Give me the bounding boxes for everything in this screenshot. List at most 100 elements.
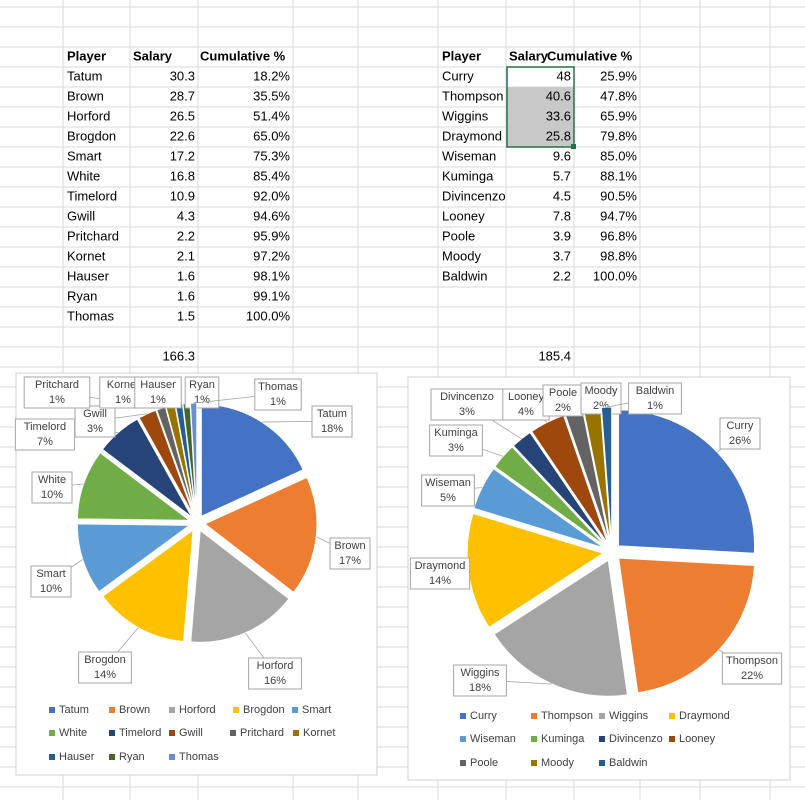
data-label-name: White: [38, 474, 66, 486]
pie-slice: [190, 529, 290, 643]
data-label-box: [502, 388, 550, 421]
data-label-name: Baldwin: [636, 385, 675, 397]
legend-swatch: [49, 707, 55, 713]
pie-slice: [600, 406, 613, 544]
legend-swatch: [49, 754, 55, 760]
cell: 88.1%: [600, 168, 637, 183]
cell: 10.9: [170, 188, 195, 203]
legend-label: Wiggins: [609, 710, 649, 722]
column-header: Salary: [133, 48, 173, 63]
cell: Looney: [442, 208, 485, 223]
legend-swatch: [460, 736, 466, 742]
cell: Draymond: [442, 128, 502, 143]
data-label-value: 1%: [647, 400, 663, 412]
data-label-box: [329, 537, 371, 570]
cell: Wiggins: [442, 108, 489, 123]
cell: 22.6: [170, 128, 195, 143]
legend-swatch: [169, 707, 175, 713]
cell: Horford: [67, 108, 110, 123]
data-label-box: [453, 664, 507, 697]
legend-label: Hauser: [59, 751, 95, 763]
total-cell: 166.3: [162, 348, 195, 363]
cell: 7.8: [553, 208, 571, 223]
data-label-name: Looney: [508, 391, 545, 403]
data-label-value: 18%: [469, 682, 491, 694]
cell: Ryan: [67, 288, 97, 303]
cell: Brogdon: [67, 128, 116, 143]
pie-slice: [618, 557, 755, 694]
cell: Moody: [442, 248, 482, 263]
cell: Tatum: [67, 68, 102, 83]
data-label-box: [628, 382, 682, 415]
legend-label: Timelord: [119, 727, 161, 739]
data-label-name: Wiggins: [460, 667, 500, 679]
cell: 4.5: [553, 188, 571, 203]
cell: Curry: [442, 68, 474, 83]
data-label-name: Timelord: [24, 421, 66, 433]
data-label-name: Poole: [549, 387, 577, 399]
legend-swatch: [233, 707, 239, 713]
cell: Kuminga: [442, 168, 494, 183]
legend-label: Ryan: [119, 751, 145, 763]
data-label-value: 3%: [448, 442, 464, 454]
cell: White: [67, 168, 100, 183]
cell: 33.6: [546, 108, 571, 123]
cell: Wiseman: [442, 148, 496, 163]
legend-label: White: [59, 727, 87, 739]
data-label-value: 3%: [459, 406, 475, 418]
legend-label: Divincenzo: [609, 733, 663, 745]
legend-label: Thompson: [541, 710, 593, 722]
cell: 17.2: [170, 148, 195, 163]
cell: Baldwin: [442, 268, 488, 283]
cell: 9.6: [553, 148, 571, 163]
cell: 75.3%: [253, 148, 290, 163]
fill-handle[interactable]: [571, 144, 576, 149]
data-label-box: [78, 651, 132, 684]
data-label-box: [719, 417, 761, 450]
column-header: Cumulative %: [547, 48, 633, 63]
data-label-box: [14, 418, 76, 451]
pie-slice: [473, 467, 605, 549]
cell: Divincenzo: [442, 188, 506, 203]
column-header: Player: [67, 48, 106, 63]
cell: Kornet: [67, 248, 106, 263]
legend-label: Smart: [302, 704, 331, 716]
data-label-name: Brogdon: [84, 654, 126, 666]
legend-label: Kornet: [303, 727, 335, 739]
legend-swatch: [460, 760, 466, 766]
data-label-name: Pritchard: [35, 379, 79, 391]
data-label-value: 26%: [729, 435, 751, 447]
data-label-box: [429, 424, 483, 457]
data-label-value: 1%: [270, 396, 286, 408]
data-label-name: Wiseman: [425, 477, 471, 489]
legend-label: Gwill: [179, 727, 203, 739]
data-label-box: [430, 388, 504, 421]
data-label-value: 18%: [321, 423, 343, 435]
cell: Thompson: [442, 88, 503, 103]
data-label-name: Gwill: [83, 408, 107, 420]
data-label-box: [254, 378, 302, 411]
selection-fill: [507, 87, 574, 147]
legend-label: Pritchard: [240, 727, 284, 739]
data-label-value: 1%: [49, 394, 65, 406]
pie-slice: [76, 452, 191, 521]
legend-label: Poole: [470, 757, 498, 769]
data-label-name: Horford: [257, 660, 294, 672]
data-label-value: 1%: [115, 394, 131, 406]
data-label-box: [409, 557, 471, 590]
legend-label: Brown: [119, 704, 150, 716]
pie-slice: [512, 431, 607, 546]
data-label-name: Smart: [36, 568, 65, 580]
data-label-value: 4%: [518, 406, 534, 418]
cell: 100.0%: [246, 308, 291, 323]
cell: Smart: [67, 148, 102, 163]
cell: 79.8%: [600, 128, 637, 143]
data-label-value: 22%: [741, 670, 763, 682]
cell: 98.1%: [253, 268, 290, 283]
legend-label: Horford: [179, 704, 216, 716]
cell: 47.8%: [600, 88, 637, 103]
column-header: Salary: [509, 48, 549, 63]
cell: 16.8: [170, 168, 195, 183]
cell: 100.0%: [593, 268, 638, 283]
